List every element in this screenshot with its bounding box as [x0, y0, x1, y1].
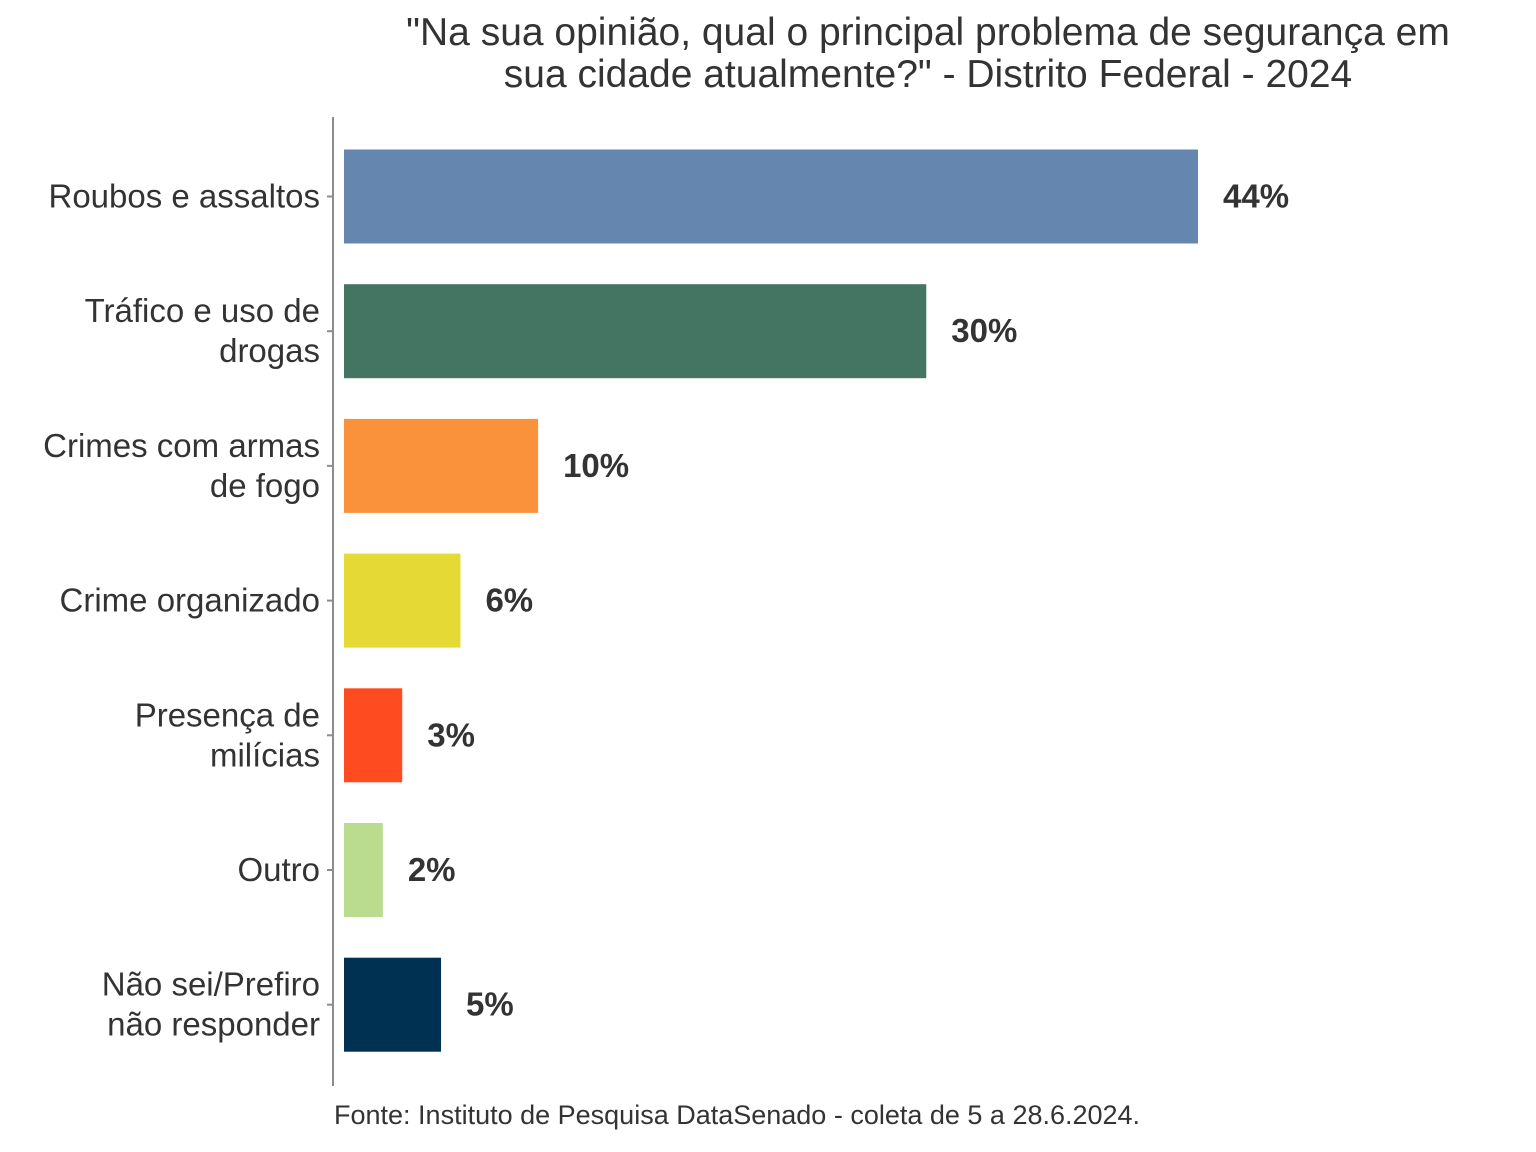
- data-label: 6%: [485, 582, 533, 619]
- data-label: 44%: [1223, 178, 1289, 215]
- chart-title-line-2: sua cidade atualmente?" - Distrito Feder…: [503, 53, 1353, 96]
- data-label: 3%: [427, 716, 475, 753]
- category-label-line: Roubos e assaltos: [49, 178, 321, 215]
- bar-4: [344, 553, 461, 648]
- bar-6: [344, 823, 383, 917]
- chart-title-line-1: "Na sua opinião, qual o principal proble…: [406, 11, 1450, 54]
- category-label-line: Presença de: [135, 696, 320, 733]
- category-label-line: Crime organizado: [60, 582, 320, 619]
- category-label: Tráfico e uso de drogas: [85, 292, 320, 369]
- category-label-line: drogas: [219, 332, 320, 369]
- category-label: Crimes com armas de fogo: [43, 427, 320, 504]
- data-label: 30%: [951, 312, 1017, 349]
- data-label: 10%: [563, 447, 629, 484]
- category-label-line: Tráfico e uso de: [85, 292, 320, 329]
- category-label-line: não responder: [107, 1006, 320, 1043]
- category-label: Roubos e assaltos: [49, 178, 321, 215]
- bar-2: [344, 284, 927, 379]
- bar-3: [344, 418, 539, 513]
- data-label: 5%: [466, 986, 514, 1023]
- bar-5: [344, 688, 403, 783]
- chart-source-note: Fonte: Instituto de Pesquisa DataSenado …: [334, 1100, 1141, 1130]
- bar-7: [344, 957, 442, 1052]
- category-label-line: Não sei/Prefiro: [102, 966, 320, 1003]
- category-label: Crime organizado: [60, 582, 320, 619]
- category-label-line: Outro: [237, 851, 320, 888]
- category-label: Outro: [237, 851, 320, 888]
- category-label-line: milícias: [210, 736, 320, 773]
- data-label: 2%: [408, 851, 456, 888]
- chart-title: "Na sua opinião, qual o principal proble…: [330, 12, 1526, 96]
- bar-1: [344, 149, 1198, 244]
- category-label: Não sei/Prefiro não responder: [102, 966, 320, 1043]
- category-label-line: Crimes com armas: [43, 427, 320, 464]
- category-label: Presença de milícias: [135, 696, 320, 773]
- category-label-line: de fogo: [210, 467, 320, 504]
